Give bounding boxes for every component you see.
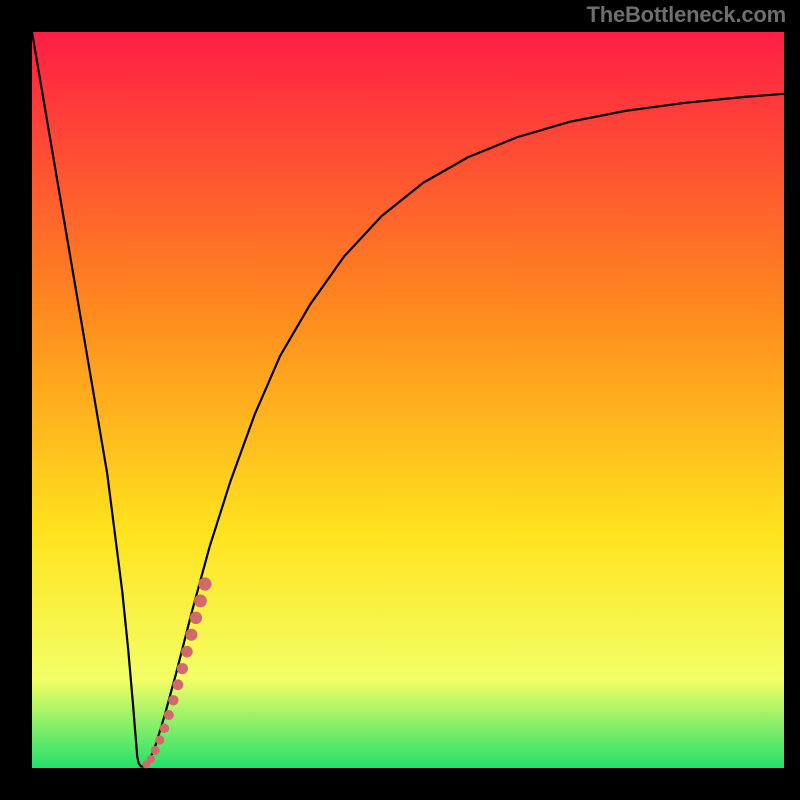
bottleneck-curve: [32, 32, 784, 767]
marker-dot: [177, 663, 188, 674]
chart-root: TheBottleneck.com: [0, 0, 800, 800]
marker-dot: [190, 612, 202, 624]
marker-dot: [160, 723, 170, 733]
marker-dot: [194, 595, 207, 608]
marker-dot: [198, 577, 211, 590]
marker-dot: [168, 695, 178, 705]
marker-dot: [151, 746, 160, 755]
curve-layer: [32, 32, 784, 767]
chart-overlay-svg: [0, 0, 800, 800]
marker-dot: [164, 710, 174, 720]
watermark: TheBottleneck.com: [586, 2, 786, 28]
marker-dot: [147, 755, 155, 763]
marker-dot: [155, 735, 164, 744]
marker-dot: [172, 679, 183, 690]
marker-dot: [185, 629, 197, 641]
marker-dot: [181, 646, 193, 658]
